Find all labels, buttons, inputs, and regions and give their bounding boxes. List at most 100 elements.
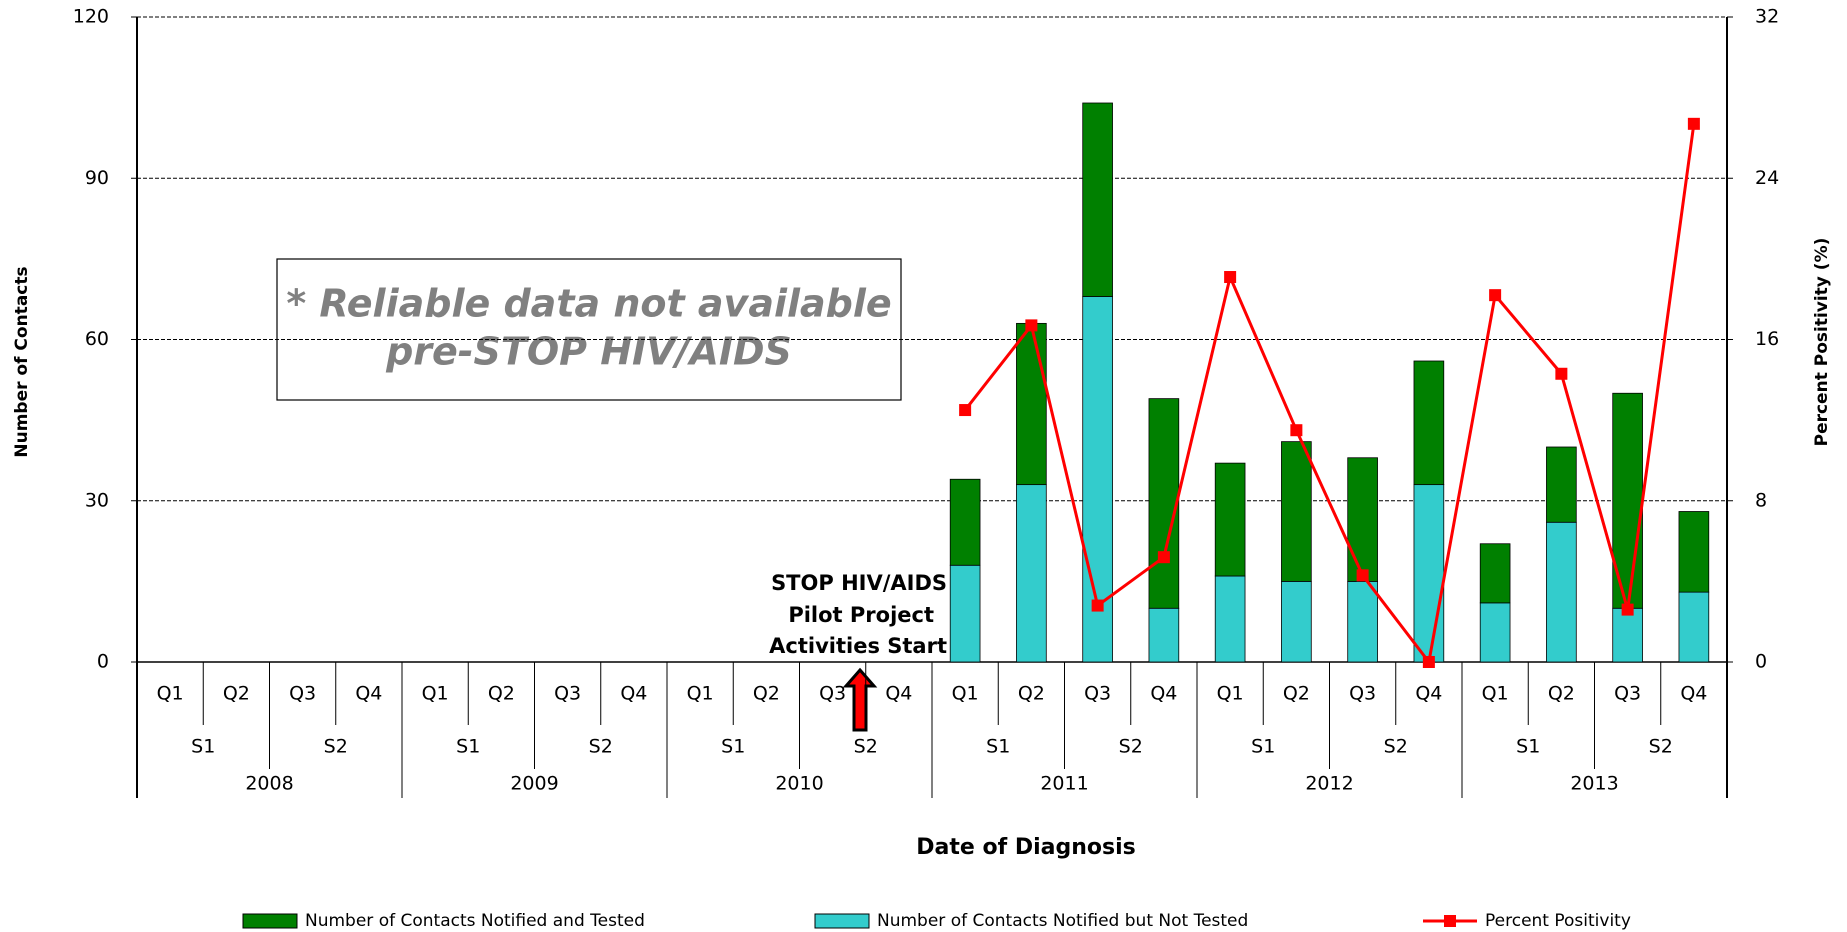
semester-label: S1 bbox=[191, 736, 215, 758]
year-label: 2009 bbox=[510, 773, 558, 795]
bar bbox=[1678, 511, 1710, 593]
semester-label: S1 bbox=[1251, 736, 1275, 758]
y2-tick-label: 16 bbox=[1755, 328, 1779, 350]
legend-label: Percent Positivity bbox=[1485, 911, 1631, 931]
x-tick-label: Q2 bbox=[1018, 683, 1045, 705]
note-line: * Reliable data not available bbox=[286, 282, 891, 326]
semester-label: S1 bbox=[986, 736, 1010, 758]
x-tick-label: Q1 bbox=[1217, 683, 1244, 705]
x-tick-label: Q3 bbox=[554, 683, 581, 705]
line-marker bbox=[1224, 271, 1237, 284]
x-tick-label: Q3 bbox=[1349, 683, 1376, 705]
x-tick-label: Q4 bbox=[1415, 683, 1442, 705]
line-marker bbox=[959, 404, 972, 417]
x-tick-label: Q4 bbox=[1680, 683, 1707, 705]
x-tick-label: Q4 bbox=[885, 683, 912, 705]
x-tick-label: Q3 bbox=[1084, 683, 1111, 705]
year-label: 2008 bbox=[245, 773, 293, 795]
semester-label: S2 bbox=[1119, 736, 1143, 758]
line-marker bbox=[1356, 569, 1369, 582]
bar bbox=[1678, 591, 1710, 663]
y2-tick-label: 8 bbox=[1755, 489, 1767, 511]
line-marker bbox=[1687, 117, 1700, 130]
semester-label: S2 bbox=[1649, 736, 1673, 758]
line bbox=[963, 123, 1696, 666]
bar bbox=[1214, 462, 1246, 577]
bar bbox=[1479, 543, 1511, 604]
x-tick-label: Q2 bbox=[1283, 683, 1310, 705]
semester-label: S1 bbox=[1516, 736, 1540, 758]
x-tick-label: Q1 bbox=[157, 683, 184, 705]
legend-label: Number of Contacts Notified and Tested bbox=[305, 911, 645, 931]
bar bbox=[949, 478, 981, 566]
y-tick-label: 0 bbox=[97, 651, 109, 673]
semester-label: S2 bbox=[324, 736, 348, 758]
bar bbox=[1082, 102, 1113, 297]
x-tick-label: Q1 bbox=[422, 683, 449, 705]
line-marker bbox=[1025, 319, 1038, 332]
line-marker bbox=[1555, 367, 1568, 380]
bar bbox=[1479, 602, 1511, 663]
x-tick-label: Q1 bbox=[687, 683, 714, 705]
year-label: 2011 bbox=[1040, 773, 1088, 795]
bar bbox=[1347, 580, 1378, 663]
y2-tick-label: 24 bbox=[1755, 167, 1779, 189]
bar bbox=[949, 564, 981, 663]
year-label: 2013 bbox=[1570, 773, 1618, 795]
x-tick-label: Q2 bbox=[753, 683, 780, 705]
semester-label: S2 bbox=[854, 736, 878, 758]
bar bbox=[1413, 484, 1445, 663]
y2-axis-title: Percent Positivity (%) bbox=[1812, 238, 1832, 447]
legend-swatch bbox=[814, 913, 870, 929]
annotation-line: STOP HIV/AIDS bbox=[771, 571, 947, 595]
legend-marker bbox=[1444, 915, 1456, 927]
y2-tick-label: 32 bbox=[1755, 6, 1779, 28]
year-label: 2012 bbox=[1305, 773, 1353, 795]
y-tick-label: 90 bbox=[85, 167, 109, 189]
bar bbox=[1347, 457, 1378, 582]
annotation-line: Activities Start bbox=[769, 634, 947, 658]
semester-label: S1 bbox=[721, 736, 745, 758]
bar bbox=[1214, 575, 1246, 663]
semester-label: S2 bbox=[1384, 736, 1408, 758]
x-tick-label: Q3 bbox=[289, 683, 316, 705]
y-tick-label: 120 bbox=[73, 6, 109, 28]
x-tick-label: Q4 bbox=[355, 683, 382, 705]
bar bbox=[1281, 580, 1312, 663]
x-tick-label: Q4 bbox=[620, 683, 647, 705]
note-box bbox=[276, 258, 902, 401]
line-marker bbox=[1290, 424, 1303, 437]
bar bbox=[1612, 607, 1643, 663]
bar bbox=[1546, 446, 1577, 523]
legend-swatch bbox=[242, 913, 298, 929]
x-tick-label: Q1 bbox=[952, 683, 979, 705]
bar bbox=[1546, 521, 1577, 663]
y-tick-label: 60 bbox=[85, 328, 109, 350]
x-tick-label: Q4 bbox=[1150, 683, 1177, 705]
x-tick-label: Q1 bbox=[1482, 683, 1509, 705]
line-marker bbox=[1157, 551, 1170, 564]
y-axis-title: Number of Contacts bbox=[12, 266, 32, 457]
bar bbox=[1413, 360, 1445, 486]
bar bbox=[1016, 322, 1047, 486]
x-axis-title: Date of Diagnosis bbox=[916, 835, 1135, 860]
x-tick-label: Q2 bbox=[488, 683, 515, 705]
x-tick-label: Q3 bbox=[819, 683, 846, 705]
semester-label: S2 bbox=[589, 736, 613, 758]
line-marker bbox=[1621, 603, 1634, 616]
bar bbox=[1281, 441, 1312, 582]
semester-label: S1 bbox=[456, 736, 480, 758]
start-arrow bbox=[842, 667, 878, 732]
x-tick-label: Q3 bbox=[1614, 683, 1641, 705]
note-line: pre-STOP HIV/AIDS bbox=[385, 330, 792, 374]
annotation-line: Pilot Project bbox=[788, 603, 934, 627]
line-marker bbox=[1091, 599, 1104, 612]
line-marker bbox=[1489, 289, 1502, 302]
bar bbox=[1148, 607, 1180, 663]
x-tick-label: Q2 bbox=[223, 683, 250, 705]
x-tick-label: Q2 bbox=[1548, 683, 1575, 705]
year-label: 2010 bbox=[775, 773, 823, 795]
y2-tick-label: 0 bbox=[1755, 651, 1767, 673]
y-tick-label: 30 bbox=[85, 489, 109, 511]
